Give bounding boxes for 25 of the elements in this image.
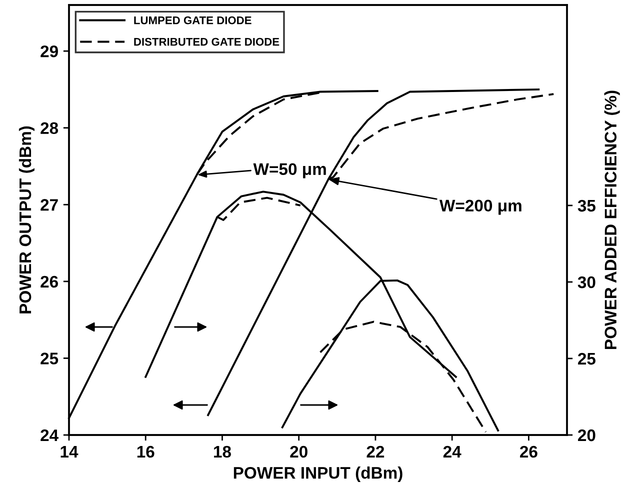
y-axis-title: POWER OUTPUT (dBm)	[18, 126, 34, 314]
x-axis-title: POWER INPUT (dBm)	[234, 466, 402, 482]
x-tick-label: 16	[137, 446, 154, 458]
y-tick-label: 24	[40, 429, 58, 442]
x-tick-label: 14	[60, 446, 78, 458]
x-tick-label: 26	[520, 446, 538, 458]
annotation: W=50 μm	[253, 163, 326, 178]
y2-tick-label: 30	[578, 276, 596, 288]
legend-label: LUMPED GATE DIODE	[134, 16, 252, 24]
y-tick-label: 25	[40, 352, 58, 364]
line-series	[216, 196, 302, 221]
x-tick-label: 20	[290, 446, 308, 458]
x-tick-label: 24	[443, 446, 462, 458]
x-tick-label: 18	[214, 446, 231, 458]
y-tick-label: 28	[40, 122, 58, 134]
y2-axis-title: POWER ADDED EFFICIENCY (%)	[604, 90, 620, 349]
y2-tick-label: 20	[578, 429, 596, 442]
legend-label: DISTRIBUTED GATE DIODE	[134, 38, 280, 46]
annotation: W=200 μm	[439, 200, 522, 215]
y2-tick-label: 35	[578, 200, 596, 212]
y-tick-label: 26	[40, 276, 58, 288]
y-tick-label: 29	[40, 45, 58, 58]
y2-tick-label: 25	[578, 352, 596, 365]
y-tick-label: 27	[40, 199, 58, 211]
x-tick-label: 22	[366, 446, 384, 458]
